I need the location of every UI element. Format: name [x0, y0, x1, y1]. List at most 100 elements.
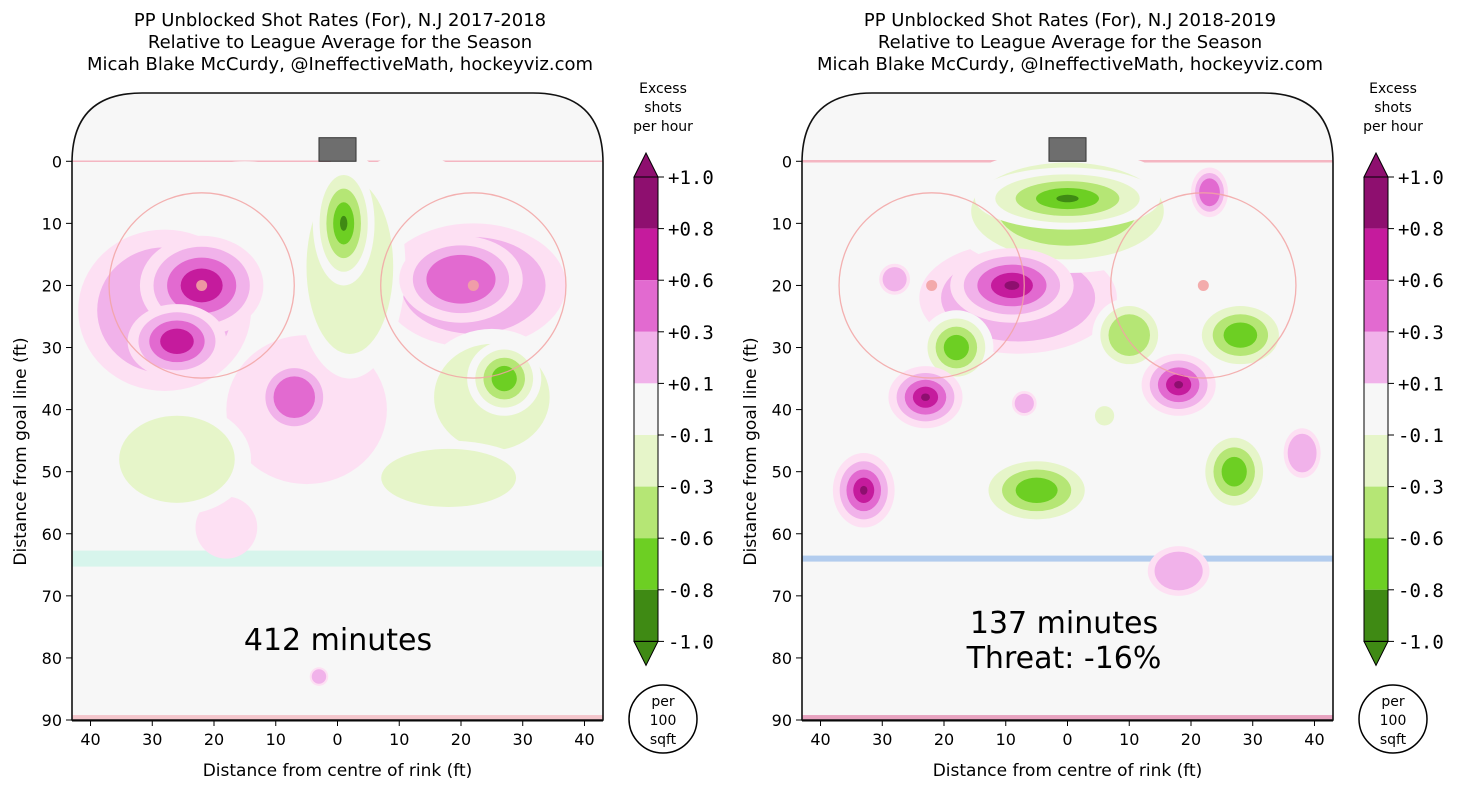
- colorbar-band: [1364, 538, 1388, 590]
- goal-net: [1048, 137, 1087, 162]
- y-tick-label: 80: [772, 649, 792, 668]
- contour-band: [1287, 433, 1317, 473]
- y-tick-label: 70: [42, 587, 62, 606]
- y-tick-label: 70: [772, 587, 792, 606]
- contour-band: [1056, 194, 1079, 203]
- contour-band: [273, 376, 316, 419]
- faceoff-dot: [467, 279, 479, 291]
- units-badge: [1358, 684, 1428, 754]
- colorbar-tick-label: +1.0: [1398, 167, 1444, 189]
- units-badge-text: per: [651, 694, 675, 710]
- contour-band: [339, 215, 348, 231]
- colorbar-tick-label: -0.3: [668, 477, 714, 499]
- y-tick-label: 30: [42, 339, 62, 358]
- x-tick-label: 40: [1304, 730, 1324, 749]
- x-tick-label: 40: [80, 730, 100, 749]
- y-tick-label: 40: [42, 401, 62, 420]
- y-axis-label: Distance from goal line (ft): [11, 337, 31, 565]
- x-tick-label: 30: [1243, 730, 1263, 749]
- colorbar-title: per hour: [1363, 119, 1423, 135]
- colorbar-title: Excess: [639, 81, 687, 97]
- contour-band: [381, 448, 517, 507]
- colorbar-frame: [633, 176, 659, 642]
- units-badge-text: 100: [650, 713, 677, 729]
- centre-line: [72, 715, 603, 720]
- y-tick-label: 80: [42, 649, 62, 668]
- contour-band: [1154, 551, 1203, 591]
- x-tick-label: 10: [266, 730, 286, 749]
- colorbar-tick-label: +0.6: [668, 270, 714, 292]
- contour-band: [1004, 280, 1020, 290]
- faceoff-dot: [1197, 279, 1209, 291]
- x-tick-label: 30: [513, 730, 533, 749]
- contour-band: [1221, 456, 1247, 487]
- colorbar-tick-label: +0.1: [1398, 373, 1444, 395]
- heatmap-layer: [72, 155, 603, 720]
- colorbar-band: [634, 538, 658, 590]
- contour-band: [160, 328, 194, 354]
- rink-heatmap-chart: 40 30 20 10 0 10 20 30 400102030405060708090Dist…: [11, 81, 714, 781]
- x-tick-label: 0: [332, 730, 342, 749]
- colorbar-tick-label: +0.3: [668, 322, 714, 344]
- y-tick-label: 0: [782, 152, 792, 171]
- y-tick-label: 90: [772, 711, 792, 730]
- colorbar-band: [634, 486, 658, 539]
- colorbar-band: [1364, 383, 1388, 435]
- colorbar-frame: [1363, 176, 1389, 642]
- colorbar-tick-label: -0.1: [1398, 425, 1444, 447]
- units-badge-text: sqft: [650, 732, 677, 748]
- x-tick-label: 10: [1119, 730, 1139, 749]
- colorbar-band: [634, 331, 658, 384]
- centre-line: [802, 715, 1333, 720]
- colorbar-title: per hour: [633, 119, 693, 135]
- units-badge-text: sqft: [1380, 732, 1407, 748]
- contour-band: [882, 267, 907, 292]
- colorbar-tick-label: -0.8: [1398, 580, 1444, 602]
- contour-band: [195, 161, 295, 199]
- chart-subtitle: Relative to League Average for the Seaso…: [147, 32, 533, 53]
- faceoff-circle: [108, 192, 295, 379]
- contour-band: [119, 415, 235, 503]
- colorbar-band: [1364, 280, 1388, 332]
- x-tick-label: 20: [1181, 730, 1201, 749]
- contour-band: [1094, 406, 1115, 426]
- goal-net: [318, 137, 357, 162]
- contour-band: [195, 496, 258, 559]
- colorbar-bottom-arrow: [633, 640, 659, 667]
- colorbar-tick-label: +1.0: [668, 167, 714, 189]
- y-tick-label: 0: [52, 152, 62, 171]
- contour-band: [943, 334, 969, 361]
- heatmap-layer: [802, 148, 1333, 720]
- colorbar-tick-label: +0.1: [668, 373, 714, 395]
- blue-line: [72, 550, 603, 567]
- contour-band: [1174, 381, 1184, 389]
- x-tick-label: 10: [389, 730, 409, 749]
- x-tick-label: 40: [810, 730, 830, 749]
- colorbar-band: [634, 383, 658, 435]
- contour-band: [311, 669, 327, 684]
- colorbar-band: [634, 435, 658, 487]
- chart-panel-left: PP Unblocked Shot Rates (For), N.J 2017-…: [11, 10, 714, 781]
- x-axis-label: Distance from centre of rink (ft): [203, 761, 473, 781]
- x-tick-label: 20: [934, 730, 954, 749]
- minutes-annotation: Threat: -16%: [966, 641, 1162, 676]
- chart-credit: Micah Blake McCurdy, @IneffectiveMath, h…: [86, 54, 594, 75]
- colorbar-title: shots: [1374, 100, 1412, 116]
- contour-band: [1014, 393, 1034, 414]
- colorbar-band: [634, 589, 658, 642]
- y-tick-label: 10: [772, 214, 792, 233]
- faceoff-dot: [196, 279, 208, 291]
- y-tick-label: 60: [42, 525, 62, 544]
- colorbar-band: [1364, 228, 1388, 281]
- colorbar-band: [1364, 486, 1388, 539]
- x-tick-label: 40: [574, 730, 594, 749]
- y-tick-label: 40: [772, 401, 792, 420]
- x-tick-label: 10: [996, 730, 1016, 749]
- x-tick-label: 20: [451, 730, 471, 749]
- minutes-annotation: 412 minutes: [244, 623, 432, 658]
- x-tick-label: 0: [1062, 730, 1072, 749]
- faceoff-circle: [838, 192, 1025, 379]
- colorbar-tick-label: +0.8: [1398, 219, 1444, 241]
- rink-boards: [801, 92, 1334, 721]
- faceoff-circle: [1110, 192, 1297, 379]
